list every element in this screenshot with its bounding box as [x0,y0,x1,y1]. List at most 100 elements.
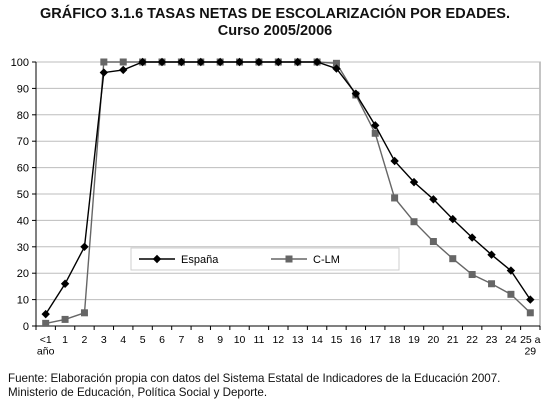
x-tick-label-line: 15 [331,334,343,346]
point-0-4 [119,65,128,75]
legend-label-0: España [181,254,219,266]
point-0-11 [254,57,264,67]
point-0-12 [274,57,283,67]
source-note: Fuente: Elaboración propia con datos del… [8,372,501,399]
x-tick-label-line: 13 [292,334,304,346]
x-tick-label-line: 21 [447,334,459,346]
y-tick-label-90: 90 [17,83,29,95]
point-0-0 [41,309,50,319]
chart-title-line1: GRÁFICO 3.1.6 TASAS NETAS DE ESCOLARIZAC… [40,6,510,22]
chart-title-line2: Curso 2005/2006 [217,23,333,39]
point-0-20 [429,195,438,204]
x-tick-label-line: 18 [389,334,401,346]
point-0-14 [312,57,322,67]
legend-marker-0 [152,254,162,264]
x-tick-label-9: 9 [217,334,223,346]
y-tick-label-40: 40 [17,215,29,227]
point-1-0 [42,319,50,327]
point-0-10 [235,57,244,67]
point-1-3 [100,58,108,66]
point-0-5 [138,57,147,67]
point-0-23 [487,250,496,259]
point-0-19 [409,177,419,187]
chart-title: GRÁFICO 3.1.6 TASAS NETAS DE ESCOLARIZAC… [0,6,550,40]
x-tick-label-2: 2 [82,334,88,346]
y-tick-label-10: 10 [17,295,29,307]
x-tick-label-6: 6 [159,334,165,346]
x-tick-label-line: 5 [140,334,146,346]
x-tick-label-line: 23 [486,334,498,346]
point-0-3 [99,68,109,77]
point-0-13 [293,57,302,67]
y-tick-label-50: 50 [17,189,29,201]
x-tick-label-4: 4 [120,334,126,346]
x-tick-label-line: 7 [178,334,184,346]
y-tick-label-100: 100 [11,57,29,69]
x-tick-label-18: 18 [389,334,401,346]
x-tick-label-line: 12 [272,334,284,346]
x-tick-label-line: 22 [466,334,478,346]
x-tick-label-17: 17 [369,334,381,346]
x-tick-label-8: 8 [198,334,204,346]
point-0-7 [177,57,186,67]
x-tick-label-line: 2 [82,334,88,346]
x-tick-label-16: 16 [350,334,362,346]
y-tick-label-80: 80 [17,110,29,122]
x-tick-label-25: 25 a 29 [520,334,541,358]
point-0-8 [196,57,205,67]
axes [32,61,541,330]
x-tick-label-15: 15 [331,334,343,346]
legend-label-1: C-LM [313,254,340,266]
point-1-19 [410,218,418,226]
y-tick-label-20: 20 [17,268,29,280]
point-0-18 [390,156,399,166]
x-tick-label-13: 13 [292,334,304,346]
x-tick-label-line: 14 [311,334,323,346]
point-1-24 [507,290,515,298]
x-tick-label-12: 12 [272,334,284,346]
x-tick-label-line: 1 [62,334,68,346]
x-tick-label-line: <1 [40,334,52,346]
point-0-22 [467,233,477,242]
point-1-4 [119,58,127,66]
point-1-1 [61,315,69,323]
x-tick-label-line: 4 [120,334,126,346]
point-1-21 [449,255,457,263]
gridlines [35,61,541,327]
point-0-6 [157,57,167,67]
x-tick-label-line: 6 [159,334,165,346]
x-tick-label-line: 8 [198,334,204,346]
y-tick-label-70: 70 [17,136,29,148]
y-tick-label-0: 0 [23,321,29,333]
x-tick-label-20: 20 [428,334,440,346]
point-0-24 [506,266,516,275]
legend-marker-1 [285,255,293,263]
x-tick-label-14: 14 [311,334,323,346]
x-tick-label-3: 3 [101,334,107,346]
x-tick-label-line: 16 [350,334,362,346]
series-line-0 [45,61,531,315]
point-0-9 [215,57,225,67]
point-1-17 [371,129,379,137]
point-1-23 [488,280,496,288]
x-tick-label-0: <1 año [37,334,55,358]
x-tick-label-line: 20 [428,334,440,346]
x-tick-label-11: 11 [253,334,264,346]
x-tick-label-line: 24 [505,334,517,346]
x-tick-label-7: 7 [178,334,184,346]
point-0-16 [351,89,361,98]
point-1-20 [429,238,437,246]
point-0-1 [60,279,70,288]
x-tick-label-line: 9 [217,334,223,346]
x-tick-label-19: 19 [408,334,420,346]
x-tick-label-22: 22 [466,334,478,346]
point-0-2 [80,242,89,251]
point-1-22 [468,271,476,279]
x-tick-label-10: 10 [234,334,246,346]
point-1-2 [80,309,88,317]
point-1-18 [391,194,399,202]
legend-box [130,247,400,271]
x-tick-label-5: 5 [140,334,146,346]
